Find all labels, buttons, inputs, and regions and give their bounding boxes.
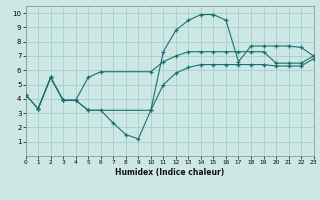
X-axis label: Humidex (Indice chaleur): Humidex (Indice chaleur) [115,168,224,177]
